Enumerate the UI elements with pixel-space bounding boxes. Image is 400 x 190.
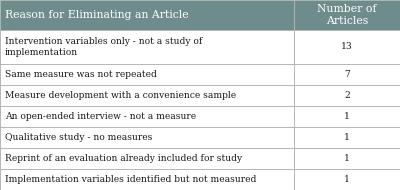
Text: 1: 1 [344, 154, 350, 163]
Text: 2: 2 [344, 91, 350, 100]
Text: Number of
Articles: Number of Articles [317, 4, 377, 26]
Text: An open-ended interview - not a measure: An open-ended interview - not a measure [5, 112, 196, 121]
Text: Reason for Eliminating an Article: Reason for Eliminating an Article [5, 10, 188, 20]
Bar [0, 85, 294, 106]
Bar [294, 30, 400, 64]
Bar [294, 169, 400, 190]
Text: Same measure was not repeated: Same measure was not repeated [5, 70, 157, 79]
Bar [294, 85, 400, 106]
Text: Qualitative study - no measures: Qualitative study - no measures [5, 133, 152, 142]
Text: Intervention variables only - not a study of
implementation: Intervention variables only - not a stud… [5, 37, 202, 57]
Bar [0, 127, 294, 148]
Text: 1: 1 [344, 112, 350, 121]
Text: 13: 13 [341, 42, 353, 51]
Bar [0, 30, 294, 64]
Bar [0, 169, 294, 190]
Text: 1: 1 [344, 133, 350, 142]
Bar [294, 106, 400, 127]
Bar [0, 64, 294, 85]
Bar [294, 0, 400, 30]
Bar [0, 106, 294, 127]
Text: Measure development with a convenience sample: Measure development with a convenience s… [5, 91, 236, 100]
Text: 7: 7 [344, 70, 350, 79]
Text: Reprint of an evaluation already included for study: Reprint of an evaluation already include… [5, 154, 242, 163]
Bar [294, 148, 400, 169]
Text: Implementation variables identified but not measured: Implementation variables identified but … [5, 175, 256, 184]
Bar [294, 64, 400, 85]
Bar [294, 127, 400, 148]
Bar [0, 148, 294, 169]
Bar [0, 0, 294, 30]
Text: 1: 1 [344, 175, 350, 184]
